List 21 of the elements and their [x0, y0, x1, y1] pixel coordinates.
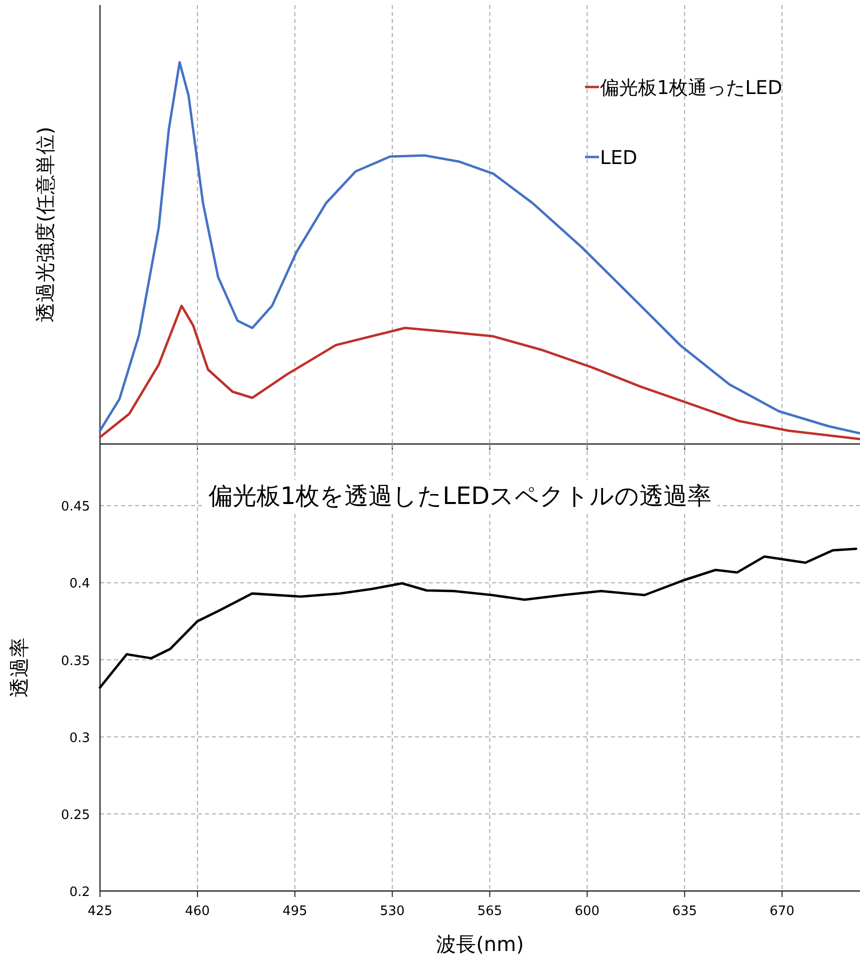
y-axis-title: 透過光強度(任意単位) — [33, 126, 57, 322]
y-axis-title: 透過率 — [7, 638, 31, 698]
legend-label: LED — [600, 147, 638, 169]
x-tick-label: 460 — [185, 904, 210, 919]
y-tick-label: 0.2 — [69, 885, 90, 900]
y-tick-label: 0.45 — [61, 500, 90, 515]
x-tick-label: 565 — [477, 904, 502, 919]
x-tick-label: 530 — [380, 904, 405, 919]
x-axis-title: 波長(nm) — [436, 932, 524, 956]
x-tick-label: 425 — [88, 904, 112, 919]
text: 偏光板1枚を透過したLEDスペクトルの透過率 — [208, 482, 712, 510]
y-tick-label: 0.3 — [69, 730, 90, 746]
line-series — [98, 548, 858, 689]
y-tick-label: 0.4 — [69, 576, 90, 592]
x-tick-label: 670 — [770, 904, 794, 919]
x-tick-label: 600 — [574, 904, 600, 919]
legend-label: 偏光板1枚通ったLED — [600, 77, 782, 99]
x-tick-label: 495 — [282, 904, 308, 919]
x-tick-label: 635 — [672, 904, 698, 919]
y-tick-label: 0.25 — [61, 808, 90, 823]
y-tick-label: 0.35 — [61, 654, 90, 669]
